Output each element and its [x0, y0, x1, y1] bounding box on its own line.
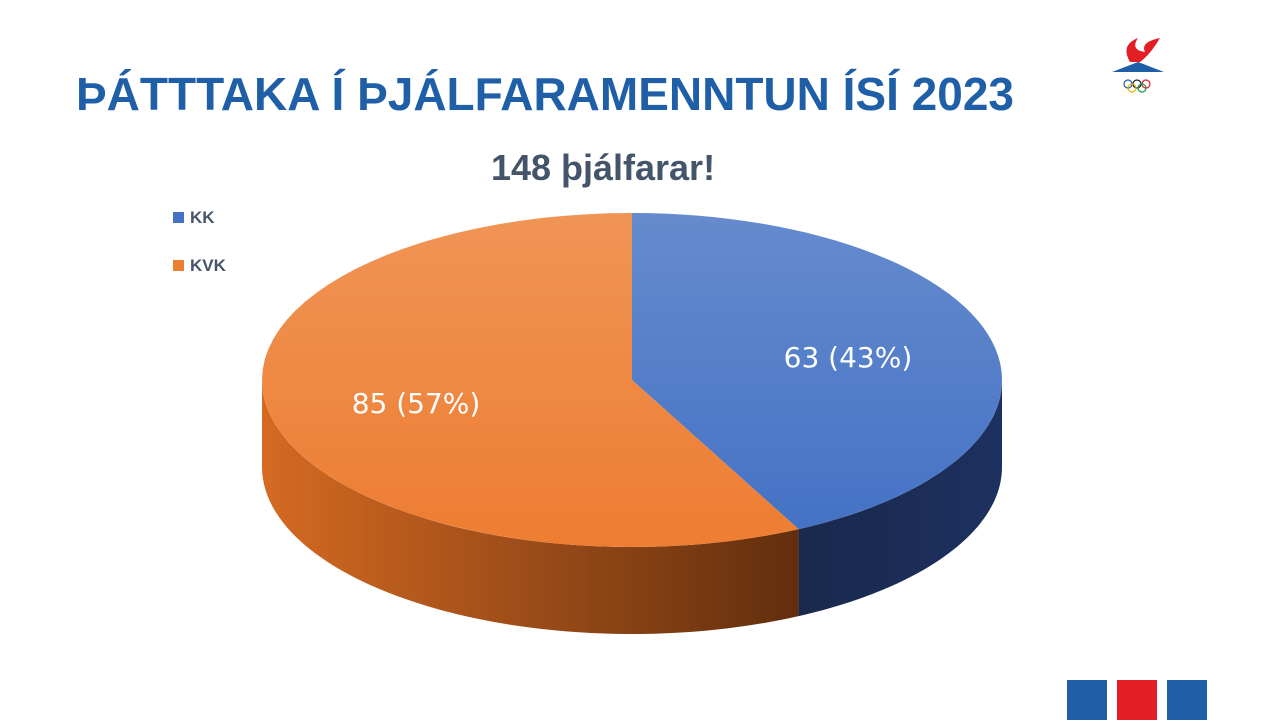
legend-swatch — [173, 212, 184, 223]
slice-side — [262, 380, 799, 634]
legend-label: KVK — [190, 256, 227, 275]
logo — [1112, 38, 1164, 93]
footer-squares — [1067, 680, 1207, 720]
slice-side — [798, 380, 1002, 617]
slice-shade — [632, 213, 1002, 530]
chart-title: 148 þjálfarar! — [491, 147, 715, 188]
slice-shade — [262, 213, 799, 547]
slide-title: ÞÁTTTAKA Í ÞJÁLFARAMENNTUN ÍSÍ 2023 — [76, 68, 1014, 120]
data-label: 85 (57%) — [352, 387, 481, 420]
legend-swatch — [173, 260, 184, 271]
data-label: 63 (43%) — [784, 341, 913, 374]
pie-chart: 63 (43%) 85 (57%) KK KVK — [173, 208, 1002, 634]
legend-label: KK — [190, 208, 215, 227]
